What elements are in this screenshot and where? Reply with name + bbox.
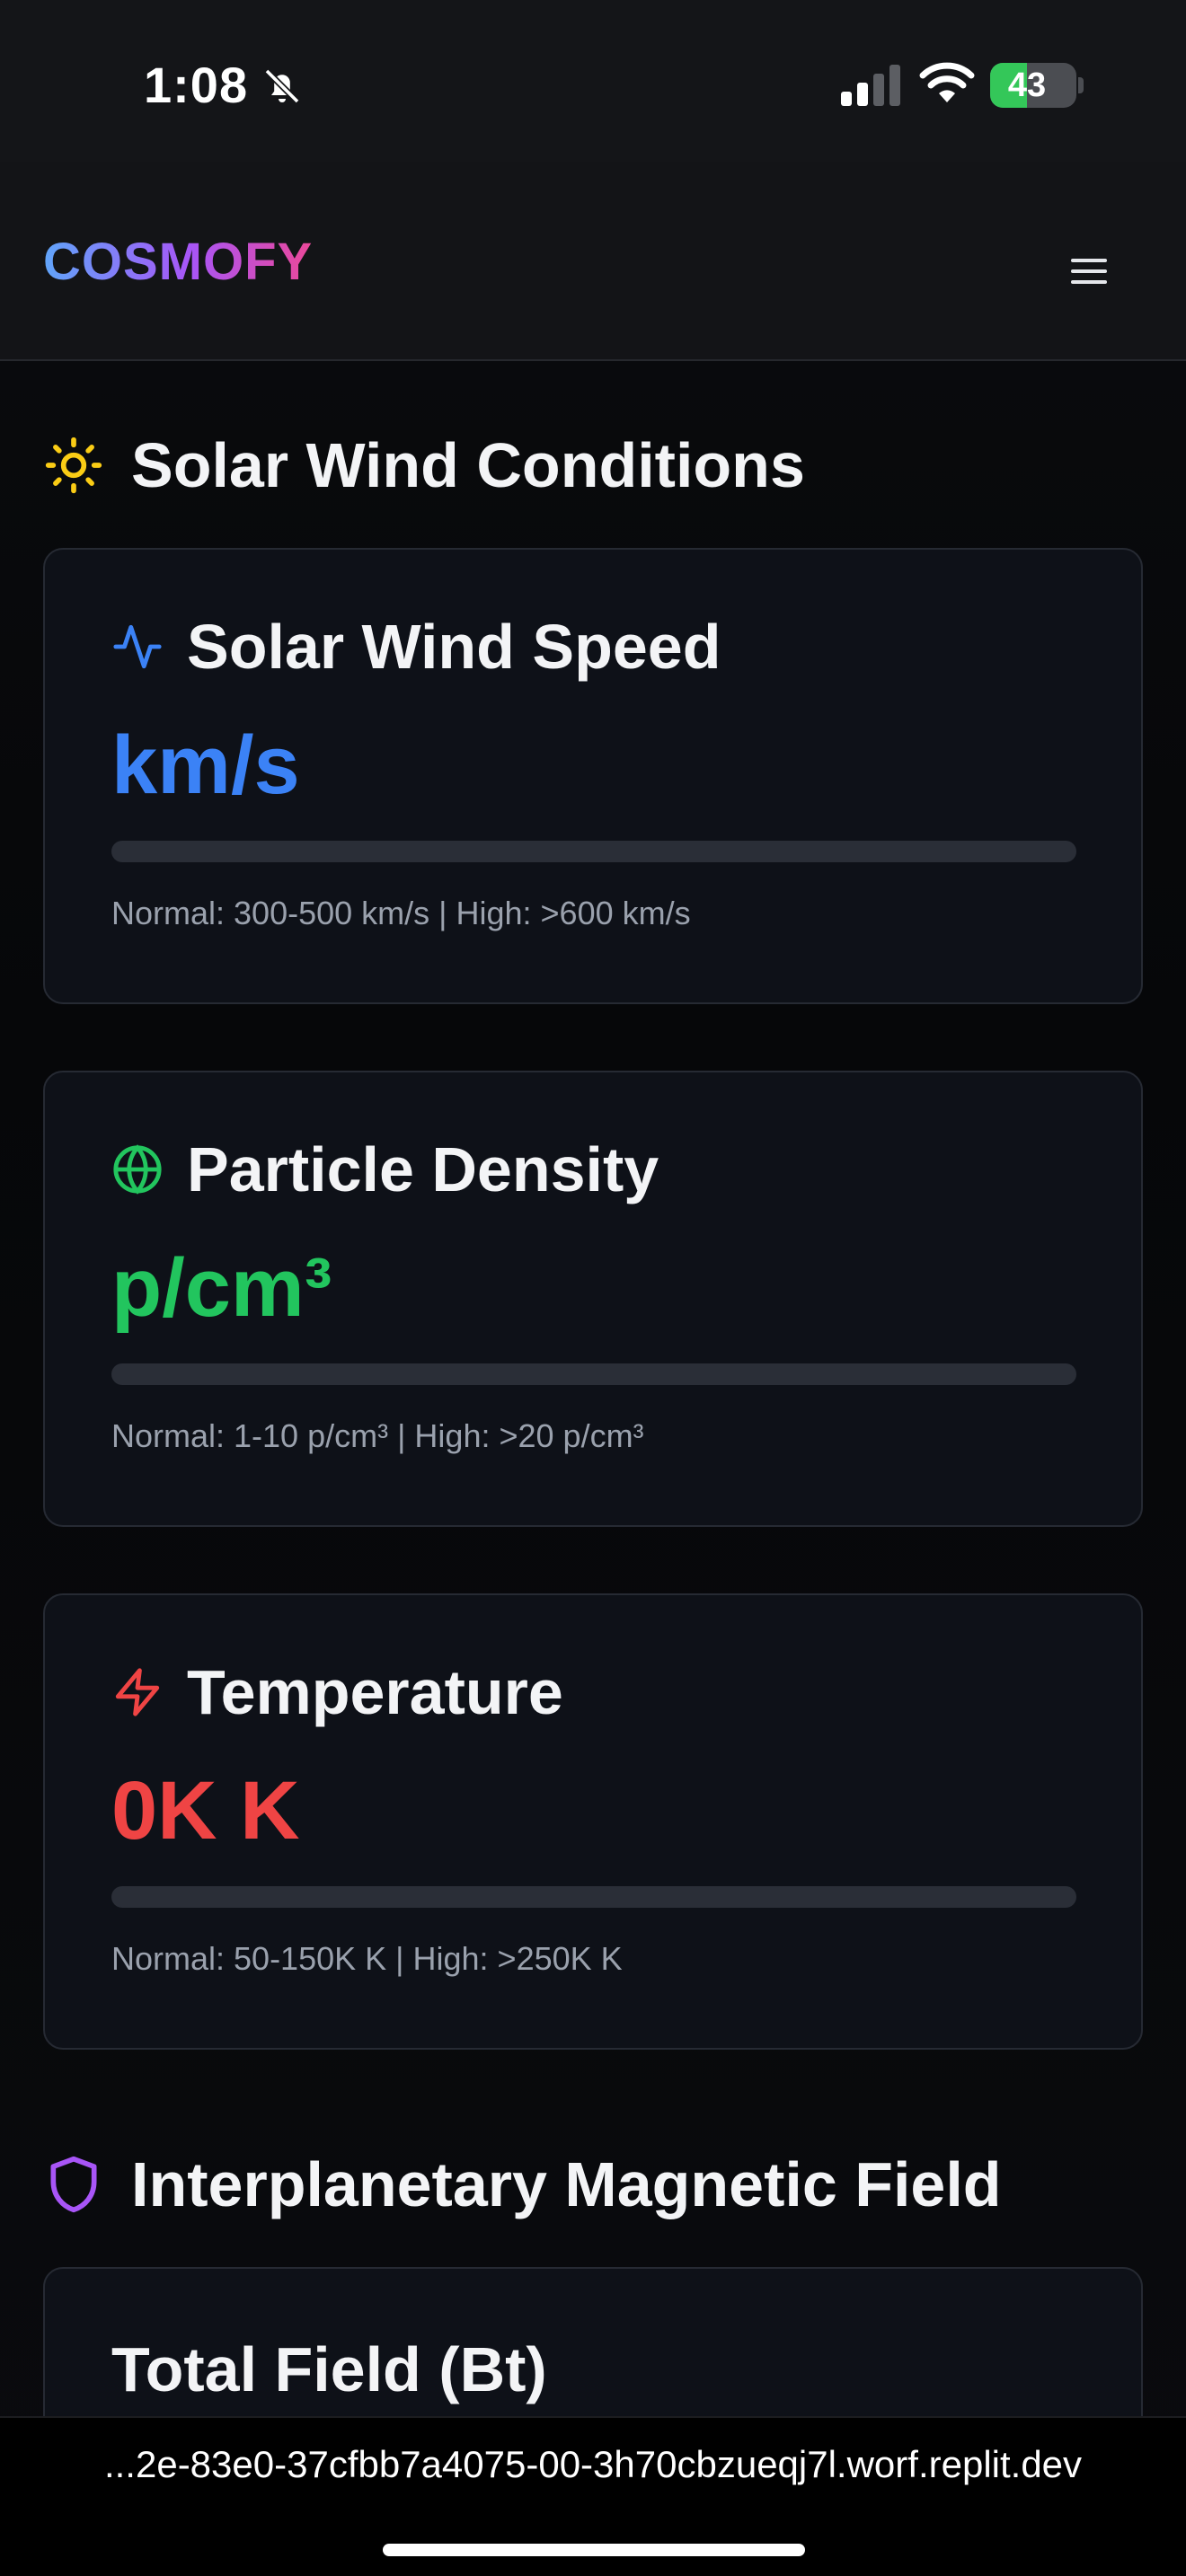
card-header: Solar Wind Speed [111, 611, 721, 683]
temperature-range-note: Normal: 50-150K K | High: >250K K [111, 1940, 623, 1977]
solar-wind-speed-card: Solar Wind Speed km/s Normal: 300-500 km… [43, 548, 1143, 1004]
total-field-label: Total Field (Bt) [111, 2334, 547, 2404]
cellular-signal-icon [841, 65, 900, 106]
temperature-label: Temperature [187, 1657, 563, 1727]
magnetic-section-title: Interplanetary Magnetic Field [43, 2148, 1002, 2220]
lightning-bolt-icon [115, 1668, 160, 1716]
app-logo[interactable]: COSMOFY [43, 233, 314, 291]
activity-pulse-icon [113, 624, 162, 669]
solar-wind-speed-progress [111, 841, 1076, 862]
solar-section-title: Solar Wind Conditions [43, 429, 805, 501]
bell-slash-icon [264, 68, 300, 104]
status-time: 1:08 [144, 57, 249, 113]
solar-wind-speed-value: km/s [111, 719, 300, 811]
sun-icon [45, 437, 102, 494]
particle-density-label: Particle Density [187, 1134, 659, 1204]
shield-icon [50, 2156, 97, 2213]
magnetic-section-title-text: Interplanetary Magnetic Field [131, 2149, 1002, 2219]
status-bar: 1:08 43 [0, 0, 1186, 162]
solar-wind-speed-range-note: Normal: 300-500 km/s | High: >600 km/s [111, 895, 691, 931]
particle-density-progress [111, 1363, 1076, 1385]
home-indicator[interactable] [383, 2544, 805, 2556]
battery-cap [1078, 77, 1084, 93]
solar-section-title-text: Solar Wind Conditions [131, 430, 805, 500]
particle-density-range-note: Normal: 1-10 p/cm³ | High: >20 p/cm³ [111, 1417, 644, 1454]
temperature-progress [111, 1886, 1076, 1908]
battery-indicator: 43 [990, 63, 1076, 108]
hamburger-menu-icon[interactable] [1064, 248, 1114, 295]
card-header: Particle Density [111, 1134, 659, 1205]
battery-fill [990, 63, 1028, 108]
card-header: Temperature [111, 1656, 563, 1728]
solar-wind-speed-label: Solar Wind Speed [187, 612, 721, 682]
particle-density-value: p/cm³ [111, 1242, 332, 1334]
particle-density-card: Particle Density p/cm³ Normal: 1-10 p/cm… [43, 1071, 1143, 1527]
temperature-card: Temperature 0K K Normal: 50-150K K | Hig… [43, 1593, 1143, 2050]
temperature-value: 0K K [111, 1765, 300, 1857]
wifi-icon [919, 62, 975, 102]
url-text[interactable]: ...2e-83e0-37cfbb7a4075-00-3h70cbzueqj7l… [103, 2443, 1083, 2485]
battery-percent: 43 [1007, 66, 1047, 104]
globe-icon [113, 1144, 162, 1195]
app-header: COSMOFY [0, 162, 1186, 361]
browser-url-bar[interactable]: ...2e-83e0-37cfbb7a4075-00-3h70cbzueqj7l… [0, 2416, 1186, 2576]
